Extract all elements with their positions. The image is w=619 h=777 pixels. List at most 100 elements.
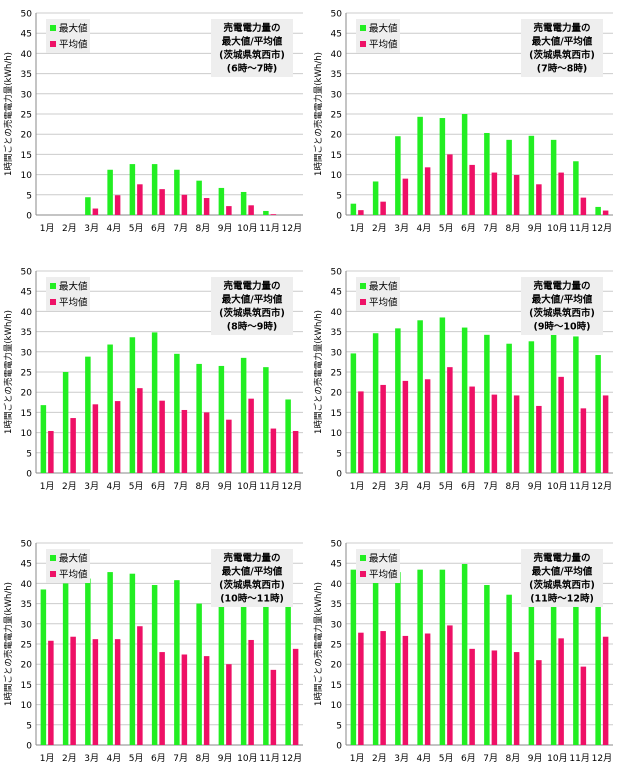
bar-max	[506, 343, 512, 473]
y-tick-label: 15	[331, 151, 342, 161]
y-tick-label: 15	[331, 681, 342, 691]
bar-avg	[491, 650, 498, 745]
x-tick-label: 6月	[151, 223, 166, 234]
bar-max	[151, 585, 158, 745]
bar-max	[506, 594, 512, 745]
bar-avg	[380, 201, 386, 215]
y-tick-label: 0	[336, 470, 342, 480]
x-tick-label: 10月	[237, 753, 257, 764]
y-tick-label: 25	[21, 641, 32, 651]
bar-max	[129, 337, 136, 473]
x-tick-label: 8月	[196, 223, 211, 234]
x-tick-label: 2月	[62, 223, 77, 234]
x-tick-label: 7月	[173, 481, 188, 492]
bar-avg	[137, 626, 143, 745]
x-tick-label: 11月	[259, 223, 279, 234]
chart-title-line: (茨城県筑西市)	[219, 49, 285, 61]
y-axis-label: 1時間ごとの売電電力量(kWh/h)	[313, 52, 324, 176]
x-tick-label: 10月	[547, 753, 567, 764]
x-tick-label: 12月	[282, 223, 302, 234]
legend-swatch	[50, 25, 56, 31]
x-tick-label: 4月	[417, 223, 432, 234]
y-tick-label: 15	[331, 409, 342, 419]
legend-swatch	[360, 299, 366, 305]
bar-avg	[292, 648, 299, 745]
chart-title-line: 最大値/平均値	[532, 294, 593, 306]
y-tick-label: 25	[331, 641, 342, 651]
chart-title-line: 最大値/平均値	[532, 36, 593, 48]
bar-avg	[380, 384, 386, 473]
x-tick-label: 4月	[107, 223, 122, 234]
bar-max	[439, 118, 446, 215]
x-tick-label: 9月	[218, 223, 233, 234]
legend-label: 最大値	[59, 281, 88, 293]
y-tick-label: 50	[21, 268, 33, 278]
x-tick-label: 1月	[350, 223, 365, 234]
bar-max	[573, 336, 579, 473]
bar-avg	[226, 664, 232, 745]
bar-max	[218, 596, 225, 745]
legend-label: 平均値	[369, 39, 398, 51]
chart-panel-3: 0 5 10 15 20 25 30 35 40 45 50 1時間ごとの売電電力量(kWh/h) 1月…	[3, 268, 303, 492]
chart-title-line: 売電電力量の	[223, 552, 280, 564]
x-tick-label: 7月	[483, 753, 498, 764]
legend-box	[46, 19, 90, 53]
bar-max	[573, 585, 579, 745]
x-tick-label: 5月	[129, 481, 144, 492]
chart-title-box	[211, 549, 293, 607]
chart-title-line: 売電電力量の	[533, 552, 590, 564]
bar-avg	[159, 400, 165, 473]
x-tick-label: 11月	[569, 481, 589, 492]
y-tick-label: 10	[331, 171, 343, 181]
x-tick-label: 5月	[129, 223, 144, 234]
bar-avg	[70, 418, 76, 473]
bar-max	[62, 583, 69, 745]
x-tick-label: 7月	[483, 481, 498, 492]
x-tick-label: 10月	[547, 223, 567, 234]
bar-max	[350, 203, 357, 215]
y-tick-label: 5	[26, 191, 32, 201]
bar-avg	[424, 167, 431, 215]
bar-avg	[181, 654, 188, 745]
bar-avg	[491, 394, 498, 473]
x-tick-label: 7月	[173, 223, 188, 234]
x-tick-label: 1月	[350, 753, 365, 764]
bar-max	[263, 588, 269, 745]
legend-label: 最大値	[59, 23, 88, 35]
bar-avg	[92, 639, 99, 745]
bar-avg	[602, 210, 609, 215]
bar-max	[40, 405, 47, 473]
y-tick-label: 40	[331, 50, 343, 60]
chart-title-line: (8時～9時)	[227, 321, 277, 333]
legend-swatch	[50, 283, 56, 289]
x-tick-label: 9月	[528, 223, 543, 234]
bar-avg	[402, 380, 409, 473]
bar-avg	[358, 391, 364, 473]
bar-avg	[114, 401, 121, 473]
legend-box	[356, 19, 400, 53]
chart-title-line: (11時～12時)	[530, 593, 594, 605]
legend-swatch	[360, 555, 366, 561]
bar-max	[461, 327, 468, 473]
legend-swatch	[360, 571, 366, 577]
bar-max	[506, 139, 512, 215]
y-tick-label: 40	[21, 580, 33, 590]
y-tick-label: 20	[21, 661, 33, 671]
bar-max	[528, 581, 535, 745]
bar-max	[484, 585, 490, 745]
y-axis-label: 1時間ごとの売電電力量(kWh/h)	[3, 310, 14, 434]
bar-avg	[469, 648, 475, 745]
x-tick-label: 11月	[569, 753, 589, 764]
x-tick-label: 5月	[129, 753, 144, 764]
y-tick-label: 5	[336, 449, 342, 459]
bar-avg	[248, 205, 254, 215]
bar-avg	[270, 428, 277, 473]
y-tick-label: 20	[21, 131, 33, 141]
x-tick-label: 12月	[592, 753, 612, 764]
bar-avg	[159, 652, 165, 745]
bar-max	[263, 210, 269, 215]
x-tick-label: 6月	[151, 481, 166, 492]
bar-avg	[358, 632, 364, 745]
bar-max	[40, 589, 47, 745]
